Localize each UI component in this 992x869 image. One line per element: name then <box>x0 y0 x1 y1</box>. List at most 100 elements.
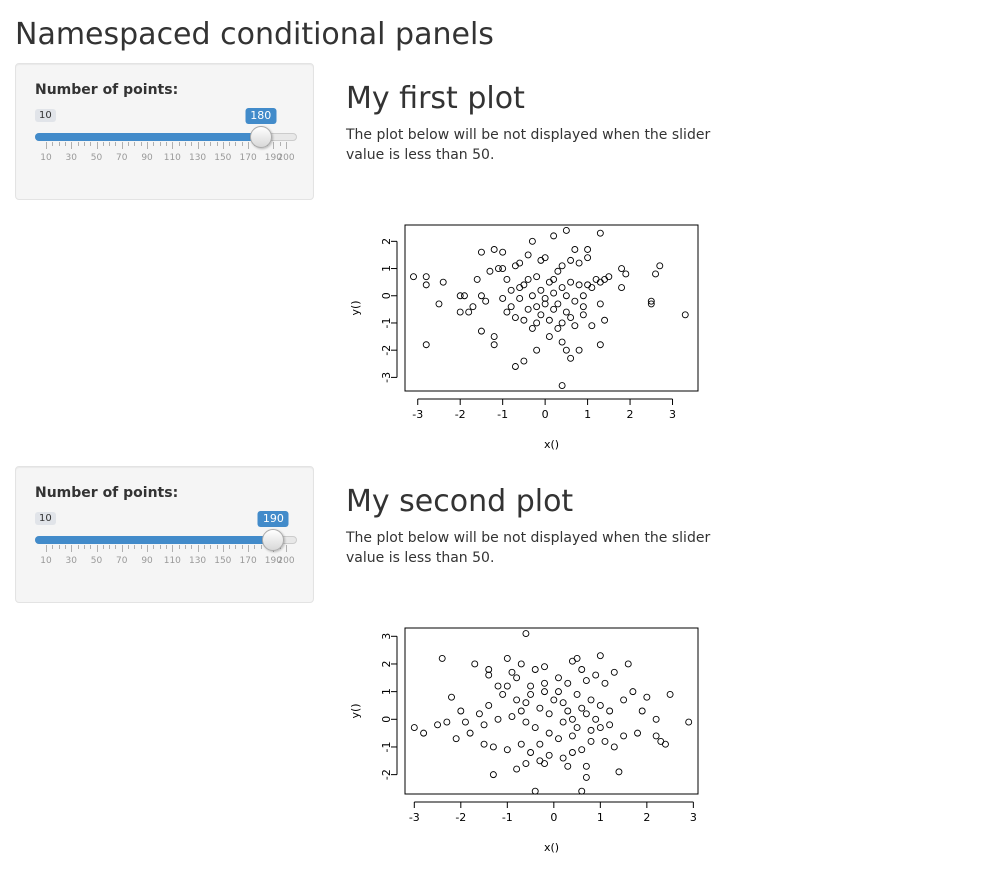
points-slider[interactable]: 10 10 30 50 70 90 110 130 150 170 190 200 190 <box>35 507 297 567</box>
data-point <box>596 341 604 349</box>
slider-tick <box>191 142 193 146</box>
slider-tick <box>46 142 47 149</box>
slider-tick <box>216 545 218 549</box>
data-point <box>475 710 483 718</box>
data-point <box>615 768 623 776</box>
slider-tick-label: 150 <box>214 556 232 566</box>
data-point <box>582 762 590 770</box>
data-point <box>507 286 515 294</box>
data-point <box>578 746 586 754</box>
data-point <box>559 718 567 726</box>
data-point <box>620 732 628 740</box>
y-tick-label: -3 <box>380 372 393 383</box>
x-tick-label: 2 <box>627 408 634 421</box>
slider-tick <box>235 142 237 146</box>
data-point <box>656 262 664 270</box>
plot-frame <box>404 627 699 795</box>
data-point <box>460 292 468 300</box>
data-point <box>438 654 446 662</box>
sidebar-panel: Number of points: 10 10 30 50 70 90 110 130 150 1… <box>15 466 314 603</box>
slider-tick-label: 200 <box>277 556 295 566</box>
plot-frame <box>404 224 699 392</box>
y-tick-label: -1 <box>380 741 393 752</box>
data-point <box>610 668 618 676</box>
data-point <box>489 771 497 779</box>
data-point <box>533 273 541 281</box>
data-point <box>545 278 553 286</box>
data-point <box>559 754 567 762</box>
slider-tick-label: 70 <box>116 153 128 163</box>
data-point <box>601 316 609 324</box>
data-point <box>606 721 614 729</box>
x-tick-label: 0 <box>542 408 549 421</box>
slider-tick-label: 110 <box>163 556 181 566</box>
slider-tick <box>197 545 199 552</box>
points-slider[interactable]: 10 10 30 50 70 90 110 130 150 170 190 200 180 <box>35 104 297 164</box>
data-point <box>528 324 536 332</box>
slider-tick <box>178 545 180 549</box>
data-point <box>567 354 575 362</box>
data-point <box>477 248 485 256</box>
slider-tick <box>128 142 130 146</box>
slider-tick-label: 170 <box>239 556 257 566</box>
slider-tick <box>153 545 155 549</box>
slider-tick <box>64 545 66 549</box>
plot-description: The plot below will be not displayed whe… <box>346 127 711 163</box>
slider-tick <box>248 142 250 149</box>
data-point <box>439 278 447 286</box>
data-point <box>555 735 562 743</box>
data-point <box>582 677 590 685</box>
scatter-plot: -3 -2 -1 0 1 2 3 -3 -2 -1 0 1 2 x() y() <box>349 224 699 451</box>
data-point <box>573 724 581 732</box>
slider-tick-label: 30 <box>65 556 77 566</box>
data-point <box>579 311 587 319</box>
slider-handle[interactable] <box>262 529 285 551</box>
slider-tick <box>140 545 142 549</box>
data-point <box>471 660 479 668</box>
slider-min-label: 10 <box>35 109 56 122</box>
slider-tick <box>159 142 161 146</box>
data-point <box>601 737 609 745</box>
data-point <box>541 300 549 308</box>
data-point <box>499 295 507 302</box>
data-point <box>592 671 600 679</box>
data-point <box>554 267 562 275</box>
data-point <box>508 713 516 720</box>
data-point <box>522 718 530 726</box>
slider-tick-label: 110 <box>163 153 181 163</box>
data-point <box>568 732 576 740</box>
data-point <box>469 303 477 311</box>
slider-tick <box>102 142 104 146</box>
data-point <box>499 690 507 698</box>
data-point <box>601 275 609 283</box>
slider-tick <box>90 545 92 549</box>
data-point <box>528 237 536 245</box>
data-point <box>482 297 490 305</box>
data-point <box>448 693 455 701</box>
data-point <box>537 286 545 294</box>
slider-tick <box>140 142 142 146</box>
y-tick-label: 0 <box>380 292 393 299</box>
slider-tick <box>197 142 199 149</box>
plot-heading: My first plot <box>346 81 525 116</box>
data-point <box>522 630 530 637</box>
slider-tick-label: 10 <box>40 556 52 566</box>
data-point <box>554 324 562 332</box>
data-point <box>652 715 660 723</box>
x-tick-label: -1 <box>497 408 508 421</box>
slider-tick <box>96 142 98 149</box>
data-point <box>531 666 539 673</box>
slider-tick <box>134 142 136 146</box>
slider-tick-label: 190 <box>264 153 282 163</box>
data-point <box>620 696 628 704</box>
slider-tick <box>96 545 98 552</box>
plot-module-2: Number of points: 10 10 30 50 70 90 110 130 150 1… <box>0 466 992 866</box>
data-point <box>647 297 655 305</box>
data-point <box>584 281 592 289</box>
data-point <box>661 740 669 748</box>
data-point <box>533 319 541 327</box>
slider-tick-label: 70 <box>116 556 128 566</box>
slider-handle[interactable] <box>249 126 272 148</box>
data-point <box>490 341 498 349</box>
data-point <box>537 311 545 319</box>
